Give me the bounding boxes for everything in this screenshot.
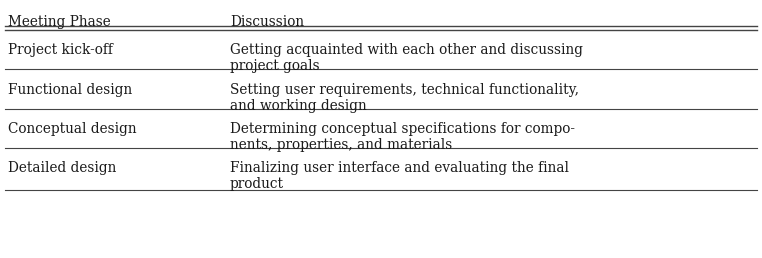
Text: Determining conceptual specifications for compo-: Determining conceptual specifications fo… xyxy=(230,122,575,136)
Text: Functional design: Functional design xyxy=(8,83,133,97)
Text: product: product xyxy=(230,177,284,191)
Text: Getting acquainted with each other and discussing: Getting acquainted with each other and d… xyxy=(230,43,583,57)
Text: Discussion: Discussion xyxy=(230,15,304,29)
Text: project goals: project goals xyxy=(230,59,319,73)
Text: and working design: and working design xyxy=(230,99,367,113)
Text: Setting user requirements, technical functionality,: Setting user requirements, technical fun… xyxy=(230,83,579,97)
Text: Finalizing user interface and evaluating the final: Finalizing user interface and evaluating… xyxy=(230,161,569,175)
Text: nents, properties, and materials: nents, properties, and materials xyxy=(230,138,453,152)
Text: Conceptual design: Conceptual design xyxy=(8,122,136,136)
Text: Project kick-off: Project kick-off xyxy=(8,43,113,57)
Text: Meeting Phase: Meeting Phase xyxy=(8,15,110,29)
Text: Detailed design: Detailed design xyxy=(8,161,117,175)
